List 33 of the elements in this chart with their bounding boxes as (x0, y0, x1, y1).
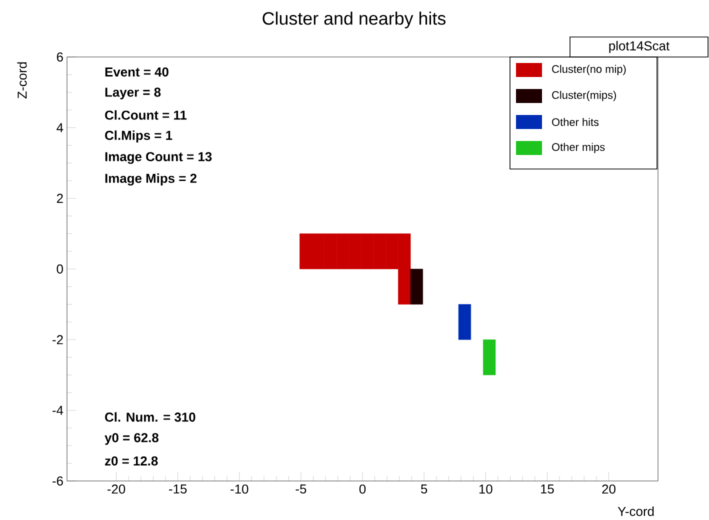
y-tick-label: -2 (52, 335, 63, 344)
legend-label: Other mips (552, 142, 605, 154)
y-tick-label: -4 (52, 406, 64, 415)
x-tick-label: 0 (359, 484, 366, 494)
y-tick-label: 4 (56, 123, 64, 132)
x-axis-title: Y-cord (618, 506, 654, 516)
annotation: Image Count = 13 (105, 152, 212, 164)
annotation: Cl.Mips = 1 (105, 130, 172, 143)
x-tick-label: 10 (479, 484, 492, 494)
y-tick-label: 2 (56, 194, 63, 203)
y-axis-title: Z-cord (17, 62, 27, 99)
x-tick-label: 5 (420, 484, 428, 494)
annotation: z0 = 12.8 (105, 456, 158, 466)
legend-label: Cluster(mips) (552, 90, 616, 102)
annotation: Image Mips = 2 (105, 173, 196, 186)
y-tick-label: -6 (52, 476, 63, 486)
x-tick-label: -5 (296, 484, 306, 494)
legend-label: Other hits (552, 118, 599, 126)
chart-title: Cluster and nearby hits (262, 12, 446, 28)
y-tick-label: 0 (56, 264, 63, 274)
x-tick-label: -15 (169, 484, 187, 494)
annotation: y0 = 62.8 (104, 433, 158, 445)
x-tick-label: -20 (107, 484, 126, 494)
annotation: Cl. Num. = 310 (105, 412, 196, 422)
x-tick-label: 15 (540, 484, 554, 494)
x-tick-label: -10 (230, 484, 248, 494)
annotation: Layer = 8 (105, 88, 161, 100)
y-tick-label: 6 (56, 52, 63, 62)
annotation: Event = 40 (105, 67, 168, 77)
text: plot14Scat (609, 40, 670, 54)
x-tick-label: 20 (602, 484, 616, 494)
legend-label: Cluster(no mip) (552, 64, 626, 76)
annotation: Cl.Count = 11 (105, 110, 187, 120)
